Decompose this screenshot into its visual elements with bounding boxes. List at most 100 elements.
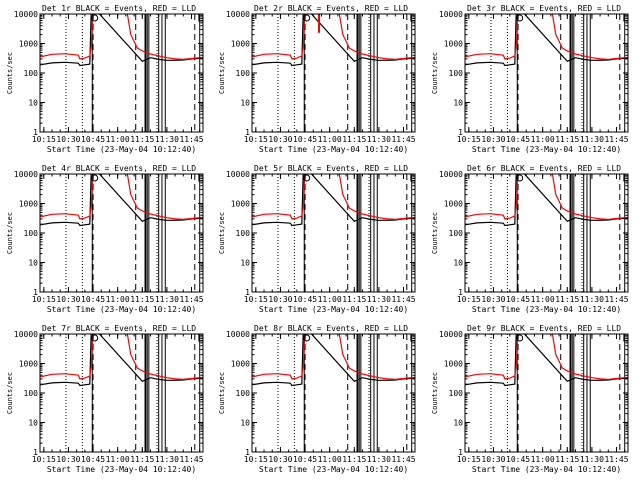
plot-frame	[464, 173, 629, 293]
y-tick-label: 100	[449, 229, 464, 238]
chart-title: Det 2r BLACK = Events, RED = LLD	[254, 4, 408, 13]
y-axis-label: Counts/sec	[6, 212, 14, 254]
x-axis-label: Start Time (23-May-04 10:12:40)	[47, 305, 196, 314]
x-tick-label: 10:30	[481, 455, 505, 464]
x-tick-label: 11:15	[130, 455, 154, 464]
plot-area	[40, 334, 203, 452]
chart-title: Det 7r BLACK = Events, RED = LLD	[42, 324, 196, 333]
x-tick-label: 11:15	[130, 295, 154, 304]
y-tick-label: 1	[458, 128, 463, 137]
lld-series-line	[465, 174, 628, 221]
x-tick-label: 11:30	[155, 135, 179, 144]
lld-series-line	[252, 334, 415, 381]
x-tick-label: 11:30	[580, 455, 604, 464]
attenuator-circle	[91, 334, 99, 342]
events-series-line	[252, 334, 415, 387]
plot-frame	[39, 333, 204, 453]
plot-area	[465, 174, 628, 292]
x-tick-label: 10:30	[268, 295, 292, 304]
plot-area	[465, 334, 628, 452]
y-tick-label: 10	[453, 259, 463, 268]
x-tick-label: 10:45	[506, 295, 530, 304]
events-series-line	[40, 14, 203, 67]
events-series-line	[40, 174, 203, 227]
y-tick-label: 1000	[19, 200, 38, 209]
y-tick-label: 1	[245, 288, 250, 297]
y-tick-label: 10	[28, 99, 38, 108]
events-series-line	[252, 14, 415, 67]
x-tick-label: 10:15	[32, 455, 56, 464]
events-series-line	[465, 174, 628, 227]
plot-area	[40, 14, 203, 132]
x-tick-label: 10:15	[244, 295, 268, 304]
x-tick-label: 10:30	[268, 455, 292, 464]
x-axis-label: Start Time (23-May-04 10:12:40)	[472, 145, 621, 154]
y-tick-label: 1	[33, 288, 38, 297]
x-tick-label: 11:30	[367, 135, 391, 144]
attenuator-circle	[91, 174, 99, 182]
x-tick-label: 11:15	[342, 455, 366, 464]
y-axis-label: Counts/sec	[431, 372, 439, 414]
x-tick-label: 10:30	[56, 135, 80, 144]
chart-title: Det 6r BLACK = Events, RED = LLD	[467, 164, 621, 173]
x-tick-label: 11:00	[318, 135, 342, 144]
y-tick-label: 100	[24, 389, 39, 398]
x-axis-label: Start Time (23-May-04 10:12:40)	[47, 465, 196, 474]
plot-area	[252, 174, 415, 292]
x-tick-label: 11:45	[391, 295, 415, 304]
chart-panel-7: 1 10 100 1000 10000 10:15 10:30 10:45 11:00 11:15…	[6, 324, 204, 474]
plot-frame	[251, 13, 416, 133]
x-tick-label: 11:45	[179, 135, 203, 144]
y-tick-label: 1	[33, 448, 38, 457]
y-tick-label: 10	[453, 419, 463, 428]
x-tick-label: 10:15	[244, 135, 268, 144]
y-tick-label: 10000	[439, 10, 463, 19]
lld-series-line	[252, 174, 415, 221]
x-tick-label: 10:45	[506, 135, 530, 144]
x-tick-label: 10:45	[293, 295, 317, 304]
x-tick-label: 11:30	[367, 295, 391, 304]
x-tick-label: 11:30	[155, 455, 179, 464]
y-tick-label: 100	[449, 69, 464, 78]
x-tick-label: 10:30	[56, 295, 80, 304]
y-tick-label: 10	[240, 99, 250, 108]
x-tick-label: 11:00	[531, 295, 555, 304]
x-tick-label: 11:00	[106, 295, 130, 304]
attenuator-circle	[303, 334, 311, 342]
y-tick-label: 1000	[444, 40, 463, 49]
chart-panel-6: 1 10 100 1000 10000 10:15 10:30 10:45 11:00 11:15…	[431, 164, 629, 314]
chart-title: Det 4r BLACK = Events, RED = LLD	[42, 164, 196, 173]
y-axis-label: Counts/sec	[218, 52, 226, 94]
y-tick-label: 10000	[439, 170, 463, 179]
y-tick-label: 1000	[231, 200, 250, 209]
x-tick-label: 10:15	[457, 295, 481, 304]
y-tick-label: 10	[240, 419, 250, 428]
lld-series-line	[40, 14, 203, 61]
x-axis-label: Start Time (23-May-04 10:12:40)	[472, 305, 621, 314]
x-tick-label: 10:45	[293, 455, 317, 464]
y-tick-label: 10	[28, 259, 38, 268]
plot-area	[465, 14, 628, 132]
y-tick-label: 1	[458, 448, 463, 457]
x-tick-label: 10:15	[457, 135, 481, 144]
y-tick-label: 100	[236, 229, 251, 238]
chart-title: Det 3r BLACK = Events, RED = LLD	[467, 4, 621, 13]
y-tick-label: 100	[449, 389, 464, 398]
x-tick-label: 11:00	[318, 455, 342, 464]
x-axis-label: Start Time (23-May-04 10:12:40)	[259, 465, 408, 474]
x-tick-label: 11:45	[179, 295, 203, 304]
attenuator-circle	[303, 174, 311, 182]
y-tick-label: 10000	[226, 170, 250, 179]
events-series-line	[465, 334, 628, 387]
chart-panel-9: 1 10 100 1000 10000 10:15 10:30 10:45 11:00 11:15…	[431, 324, 629, 474]
x-tick-label: 11:00	[531, 455, 555, 464]
lld-series-line	[465, 334, 628, 381]
attenuator-circle	[516, 334, 524, 342]
x-tick-label: 11:15	[555, 455, 579, 464]
plot-frame	[39, 173, 204, 293]
x-axis-label: Start Time (23-May-04 10:12:40)	[259, 305, 408, 314]
x-tick-label: 10:45	[293, 135, 317, 144]
y-tick-label: 1000	[444, 360, 463, 369]
y-axis-label: Counts/sec	[6, 372, 14, 414]
